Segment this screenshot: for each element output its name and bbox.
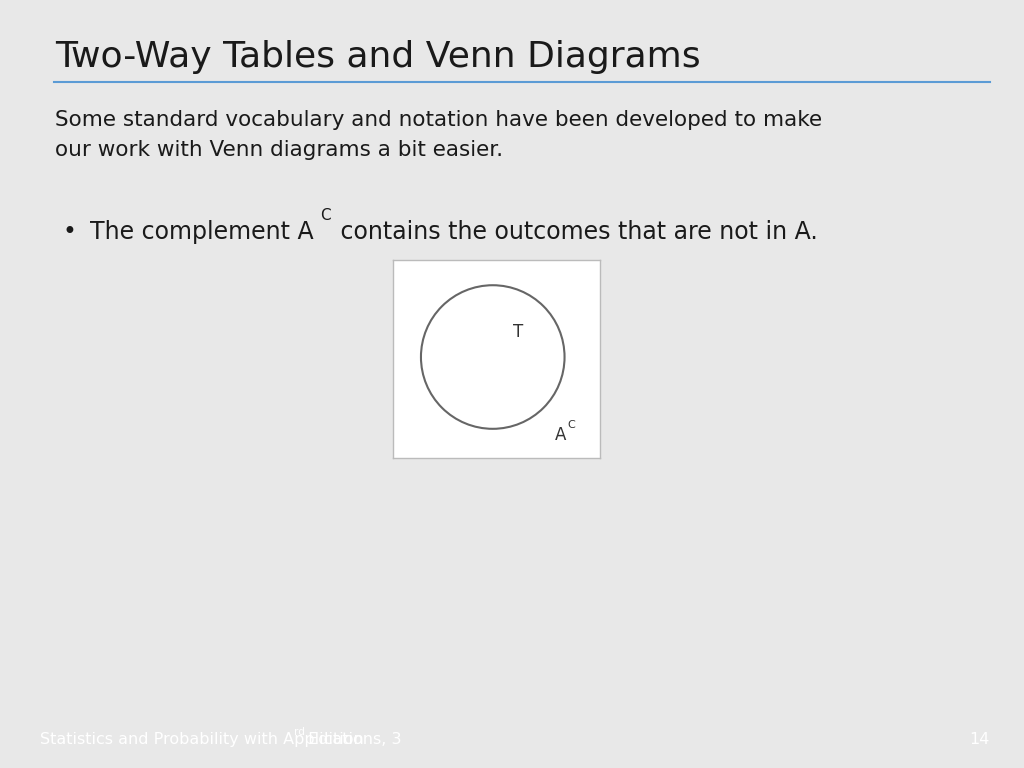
Text: The complement A: The complement A xyxy=(90,220,313,244)
Text: 14: 14 xyxy=(970,732,990,746)
Text: Statistics and Probability with Applications, 3: Statistics and Probability with Applicat… xyxy=(40,732,401,746)
Text: C: C xyxy=(567,420,575,430)
Text: Edition: Edition xyxy=(303,732,364,746)
Text: T: T xyxy=(513,323,523,341)
Text: •: • xyxy=(62,220,76,244)
Text: A: A xyxy=(555,425,566,444)
Text: Two-Way Tables and Venn Diagrams: Two-Way Tables and Venn Diagrams xyxy=(55,40,700,74)
Text: contains the outcomes that are not in A.: contains the outcomes that are not in A. xyxy=(333,220,818,244)
Text: C: C xyxy=(319,208,331,223)
Text: Some standard vocabulary and notation have been developed to make
our work with : Some standard vocabulary and notation ha… xyxy=(55,110,822,160)
Circle shape xyxy=(421,285,564,429)
Text: rd: rd xyxy=(294,727,305,737)
